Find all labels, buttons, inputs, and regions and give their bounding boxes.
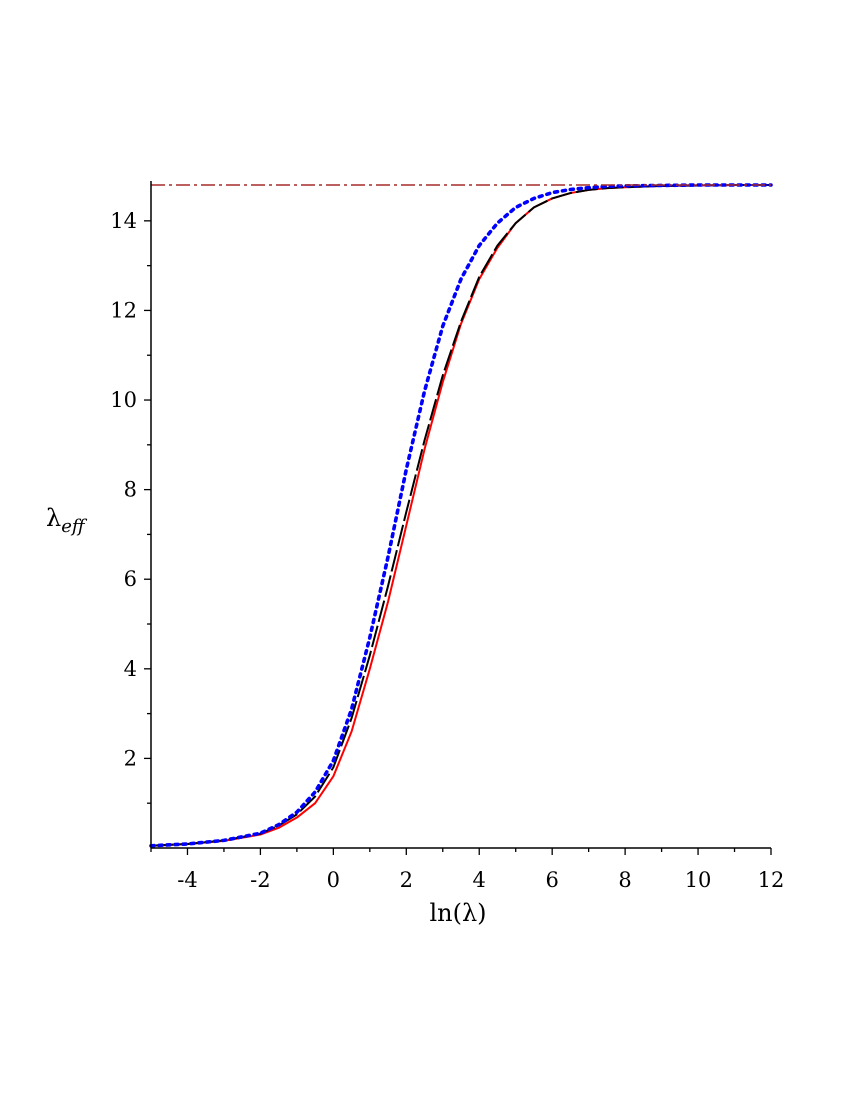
y-tick-label: 14 [110, 209, 137, 233]
x-tick-label: 12 [758, 868, 785, 892]
y-axis-label-sub: eff [61, 516, 88, 537]
x-tick-label: 6 [545, 868, 558, 892]
y-tick-label: 6 [124, 567, 137, 591]
y-axis-label-main: λ [46, 504, 61, 532]
series-line-dotted [149, 183, 773, 848]
y-tick-label: 2 [124, 746, 137, 770]
y-ticks: 2 4 6 8 10 12 14 [110, 209, 151, 804]
x-tick-label: 2 [400, 868, 413, 892]
x-tick-label: 0 [327, 868, 340, 892]
y-tick-label: 4 [124, 657, 137, 681]
series-layer [149, 183, 773, 848]
y-tick-label: 12 [110, 298, 137, 322]
series-line-dashed [150, 184, 771, 847]
x-tick-label: -4 [177, 868, 197, 892]
y-axis-label: λeff [46, 504, 88, 537]
y-tick-label: 8 [124, 478, 137, 502]
y-tick-label: 10 [110, 388, 137, 412]
x-tick-label: 10 [685, 868, 712, 892]
series-line-solid [150, 184, 771, 847]
x-tick-label: 4 [473, 868, 486, 892]
x-axis-label: ln(λ) [429, 899, 486, 927]
x-ticks: -4 -2 0 2 4 6 8 10 12 [150, 848, 785, 892]
x-tick-label: 8 [618, 868, 631, 892]
x-tick-label: -2 [250, 868, 270, 892]
